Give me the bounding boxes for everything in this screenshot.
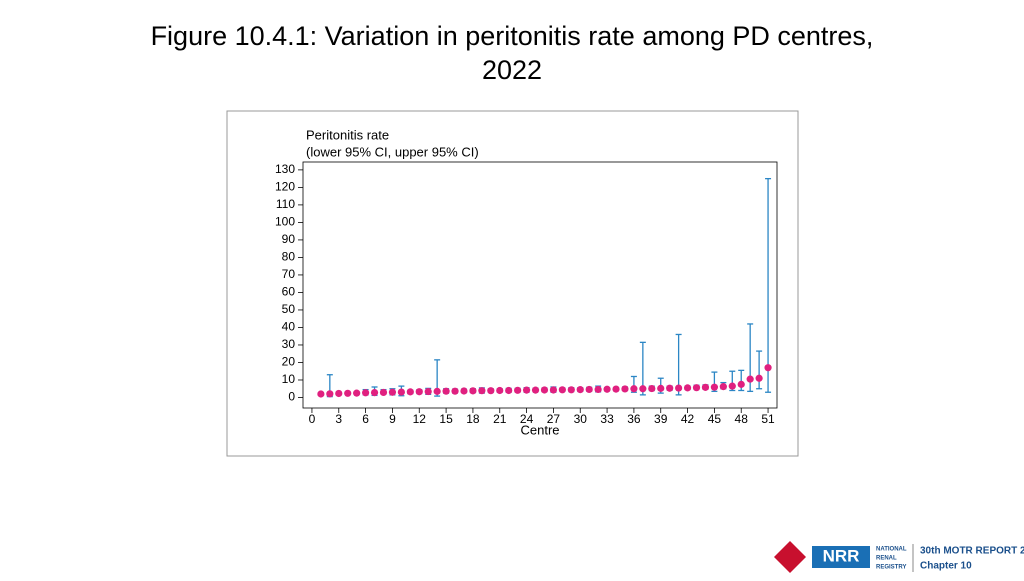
- point: [370, 388, 379, 397]
- point: [683, 384, 692, 392]
- point: [469, 387, 477, 395]
- y-tick-label: 90: [282, 232, 296, 246]
- point: [540, 386, 549, 394]
- point: [433, 387, 441, 395]
- y-tick-label: 10: [282, 372, 296, 386]
- point: [567, 386, 575, 394]
- org-name: NATIONAL: [876, 547, 907, 553]
- logo-icon: [774, 541, 806, 573]
- plot-area: [302, 161, 778, 409]
- x-tick-label: 45: [708, 412, 722, 426]
- x-tick-label: 39: [654, 412, 668, 426]
- point: [755, 374, 763, 382]
- point: [692, 384, 701, 392]
- x-tick-label: 9: [389, 412, 396, 426]
- point: [451, 387, 459, 395]
- point: [326, 390, 334, 398]
- point: [549, 386, 558, 394]
- point: [406, 388, 414, 396]
- y-tick-label: 110: [276, 197, 295, 211]
- point: [666, 384, 674, 392]
- point: [415, 388, 423, 396]
- point: [496, 386, 504, 395]
- y-tick-label: 100: [275, 215, 295, 229]
- y-tick-label: 70: [282, 267, 296, 281]
- chapter: Chapter 10: [920, 561, 972, 572]
- point: [630, 385, 638, 393]
- chart-title: 2022: [482, 55, 542, 85]
- point: [424, 387, 432, 396]
- point: [675, 384, 683, 392]
- point: [478, 387, 486, 395]
- x-tick-label: 12: [413, 412, 427, 426]
- y-tick-label: 20: [282, 355, 296, 369]
- point: [505, 386, 513, 395]
- point: [317, 390, 325, 398]
- point: [442, 387, 450, 395]
- x-tick-label: 18: [466, 412, 480, 426]
- point: [764, 364, 772, 372]
- x-tick-label: 21: [493, 412, 507, 426]
- point: [728, 382, 736, 390]
- logo-box: [812, 546, 870, 568]
- point: [710, 383, 718, 391]
- x-tick-label: 27: [547, 412, 561, 426]
- x-tick-label: 0: [309, 412, 316, 426]
- point: [522, 386, 531, 394]
- point: [701, 383, 710, 391]
- y-tick-label: 30: [282, 337, 296, 351]
- point: [612, 385, 620, 393]
- point: [487, 387, 495, 395]
- point: [648, 384, 656, 393]
- report-name: 30th MOTR REPORT 2022: [920, 546, 1024, 557]
- x-tick-label: 15: [439, 412, 453, 426]
- point: [746, 375, 754, 383]
- point: [531, 386, 540, 394]
- x-tick-label: 33: [600, 412, 614, 426]
- x-tick-label: 3: [335, 412, 342, 426]
- point: [362, 389, 370, 397]
- point: [460, 387, 468, 395]
- x-tick-label: 48: [735, 412, 749, 426]
- point: [639, 385, 647, 393]
- x-tick-label: 30: [574, 412, 588, 426]
- point: [719, 383, 727, 391]
- x-tick-label: 6: [362, 412, 369, 426]
- point: [388, 388, 397, 396]
- org-name: RENAL: [876, 556, 897, 562]
- x-tick-label: 36: [627, 412, 641, 426]
- point: [379, 388, 388, 397]
- point: [594, 385, 602, 394]
- x-tick-label: 51: [761, 412, 775, 426]
- y-axis-label: Peritonitis rate: [306, 127, 389, 142]
- y-tick-label: 130: [275, 162, 295, 176]
- y-tick-label: 80: [282, 250, 296, 264]
- org-name: REGISTRY: [876, 565, 906, 571]
- point: [397, 388, 405, 396]
- y-tick-label: 60: [282, 285, 296, 299]
- y-tick-label: 50: [282, 302, 296, 316]
- chart-title: Figure 10.4.1: Variation in peritonitis …: [151, 21, 874, 51]
- point: [353, 389, 361, 397]
- x-axis-label: Centre: [520, 422, 559, 437]
- point: [514, 386, 522, 394]
- y-axis-label: (lower 95% CI, upper 95% CI): [306, 144, 479, 159]
- footer-logo: NRR NATIONAL RENAL REGISTRY 30th MOTR RE…: [774, 541, 1024, 573]
- point: [585, 385, 593, 394]
- y-tick-label: 0: [288, 390, 295, 404]
- logo-text: NRR: [823, 546, 860, 565]
- point: [344, 389, 352, 397]
- x-tick-label: 42: [681, 412, 695, 426]
- point: [576, 386, 584, 394]
- point: [335, 389, 343, 398]
- point: [657, 384, 665, 392]
- point: [621, 385, 629, 393]
- y-tick-label: 40: [282, 320, 296, 334]
- point: [737, 380, 745, 388]
- y-tick-label: 120: [275, 180, 295, 194]
- x-tick-label: 24: [520, 412, 534, 426]
- point: [603, 385, 611, 393]
- point: [558, 386, 566, 394]
